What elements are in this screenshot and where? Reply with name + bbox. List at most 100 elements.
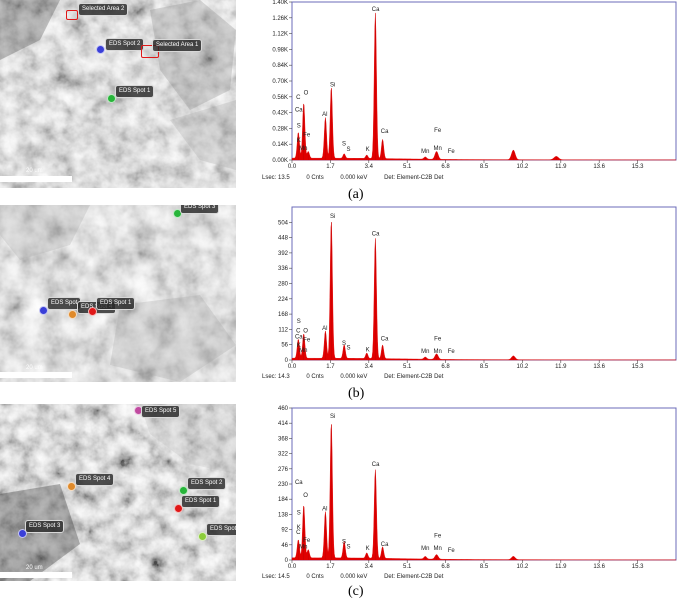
y-tick-label: 184	[278, 497, 289, 503]
y-tick-label: 56	[281, 343, 288, 349]
y-tick-label: 0	[285, 558, 289, 564]
element-label: S	[297, 319, 301, 325]
x-tick-label: 10.2	[517, 364, 529, 370]
element-label: Fe	[303, 538, 311, 544]
element-label: K	[297, 525, 301, 531]
element-label: Al	[322, 506, 327, 512]
y-tick-label: 0	[285, 358, 289, 364]
x-tick-label: 1.7	[326, 364, 335, 370]
element-label: Mn	[299, 544, 307, 550]
x-tick-label: 3.4	[365, 564, 374, 570]
kev-readout: 0.000 keV	[340, 175, 368, 181]
element-label: Mn	[421, 546, 429, 552]
element-label: S	[346, 544, 350, 550]
eds-spot-2-marker	[179, 486, 188, 495]
element-label: Ca	[372, 462, 380, 468]
eds-spot-3-marker	[18, 529, 27, 538]
y-tick-label: 92	[281, 528, 288, 534]
element-label: S	[346, 346, 350, 352]
x-tick-label: 15.3	[632, 164, 644, 170]
element-label: S	[342, 341, 346, 347]
x-tick-label: 11.9	[555, 564, 567, 570]
element-label: Ca	[372, 7, 380, 13]
element-label: Mn	[434, 546, 442, 552]
element-label: Fe	[448, 349, 456, 355]
element-label: Ca	[295, 335, 303, 341]
x-tick-label: 3.4	[365, 364, 374, 370]
y-tick-label: 276	[278, 467, 289, 473]
element-label: Si	[330, 414, 335, 420]
sem-tag: Selected Area 1	[152, 39, 203, 52]
detector-readout: Det: Element-C2B Det	[384, 175, 444, 181]
y-tick-label: 224	[278, 297, 289, 303]
element-label: S	[297, 510, 301, 516]
scale-bar	[0, 372, 72, 378]
y-tick-label: 1.40K	[272, 0, 288, 6]
element-label: Fe	[434, 128, 442, 134]
element-label: Ca	[381, 129, 389, 135]
plot-frame	[291, 407, 677, 561]
y-tick-label: 504	[278, 220, 289, 226]
y-tick-label: 0.56K	[272, 95, 288, 101]
panel-caption-c: (c)	[348, 584, 364, 599]
element-label: Mn	[421, 349, 429, 355]
eds-spot-6-marker	[198, 532, 207, 541]
sem-tag: EDS Spot 2	[105, 38, 145, 51]
element-label: Mn	[434, 146, 442, 152]
lsec-readout: Lsec: 13.5	[262, 175, 290, 181]
sem-tag: EDS Spot 1	[96, 297, 136, 310]
y-tick-label: 460	[278, 406, 289, 412]
eds-spot-1-marker	[174, 504, 183, 513]
element-label: Mn	[299, 348, 307, 354]
scale-bar-label: 20 um	[26, 168, 43, 174]
eds-spot-2-marker	[96, 45, 105, 54]
element-label: Ca	[372, 232, 380, 238]
x-tick-label: 6.8	[441, 364, 450, 370]
eds-spot-1-marker	[107, 94, 116, 103]
scale-bar-label: 20 um	[26, 565, 43, 571]
scale-bar	[0, 572, 72, 578]
element-label: K	[366, 347, 370, 353]
element-label: Fe	[434, 336, 442, 342]
y-tick-label: 414	[278, 421, 289, 427]
y-tick-label: 368	[278, 436, 289, 442]
selected-area-2-marker	[66, 10, 78, 20]
cnts-readout: 0 Cnts	[306, 574, 324, 580]
sem-tag: EDS Spot 2	[187, 477, 227, 490]
lsec-readout: Lsec: 14.5	[262, 574, 290, 580]
scale-bar-label: 20 um	[26, 365, 43, 371]
y-tick-label: 1.26K	[272, 16, 288, 22]
y-tick-label: 0.84K	[272, 63, 288, 69]
panel-caption-b: (b)	[348, 386, 365, 401]
plot-frame	[291, 206, 677, 361]
panel-caption-a: (a)	[348, 187, 364, 202]
y-tick-label: 230	[278, 482, 289, 488]
element-label: Ca	[295, 107, 303, 113]
y-tick-label: 168	[278, 312, 289, 318]
sem-tag: EDS Spot 6	[206, 523, 236, 536]
element-label: Mn	[299, 146, 307, 152]
lsec-readout: Lsec: 14.3	[262, 374, 290, 380]
x-tick-label: 10.2	[517, 164, 529, 170]
element-label: O	[304, 91, 309, 97]
element-label: O	[303, 493, 308, 499]
element-label: C	[296, 329, 301, 335]
y-tick-label: 0.14K	[272, 142, 288, 148]
cnts-readout: 0 Cnts	[306, 374, 324, 380]
element-label: Si	[330, 83, 335, 89]
sem-texture-b	[0, 205, 236, 382]
x-tick-label: 5.1	[403, 164, 412, 170]
x-tick-label: 5.1	[403, 364, 412, 370]
sem-texture-a	[0, 0, 236, 188]
x-tick-label: 0.0	[288, 364, 297, 370]
element-label: Fe	[448, 548, 456, 554]
x-tick-label: 15.3	[632, 564, 644, 570]
element-label: Mn	[421, 149, 429, 155]
eds-footer-c: Lsec: 14.5 0 Cnts 0.000 keV Det: Element…	[262, 574, 458, 580]
y-tick-label: 448	[278, 236, 289, 242]
kev-readout: 0.000 keV	[340, 374, 368, 380]
eds-spot-2-marker	[39, 306, 48, 315]
x-tick-label: 8.5	[480, 564, 489, 570]
element-label: Si	[330, 214, 335, 220]
x-tick-label: 3.4	[365, 164, 374, 170]
